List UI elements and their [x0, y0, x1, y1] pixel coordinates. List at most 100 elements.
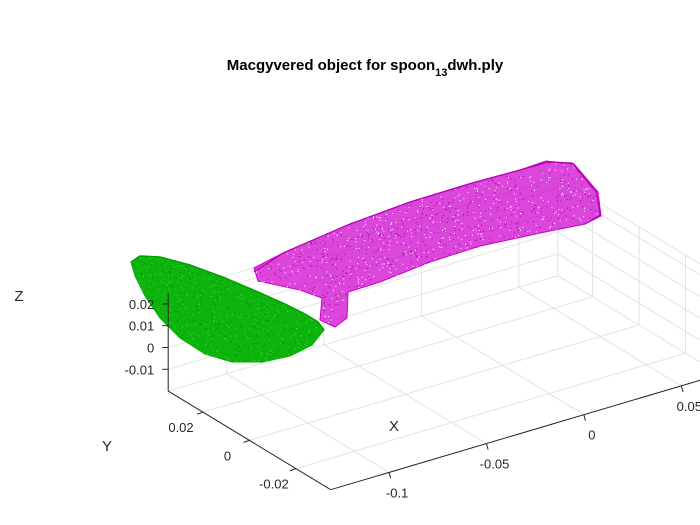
handle-point	[299, 252, 301, 254]
handle-point	[414, 255, 416, 257]
handle-point	[522, 212, 524, 214]
handle-point	[561, 192, 563, 194]
handle-point	[377, 250, 379, 251]
handle-point	[453, 199, 455, 201]
bowl-point	[228, 332, 230, 334]
bowl-point	[235, 335, 237, 337]
handle-point	[411, 235, 413, 237]
handle-point	[460, 247, 462, 249]
handle-point	[481, 233, 483, 234]
handle-point	[494, 190, 496, 192]
handle-point	[582, 206, 584, 208]
handle-point	[520, 213, 522, 214]
bowl-point	[266, 350, 268, 351]
handle-point	[490, 207, 492, 209]
bowl-point	[259, 309, 261, 311]
handle-point	[527, 200, 529, 202]
bowl-point	[233, 284, 235, 286]
bowl-point	[174, 277, 176, 279]
handle-point	[480, 234, 482, 236]
handle-point	[256, 271, 258, 273]
handle-point	[368, 238, 370, 239]
bowl-point	[218, 324, 220, 326]
handle-point	[405, 212, 407, 214]
bowl-point	[217, 307, 219, 309]
bowl-point	[218, 334, 220, 336]
bowl-point	[153, 282, 155, 284]
handle-point	[369, 265, 371, 267]
handle-point	[362, 285, 364, 286]
bowl-point	[250, 355, 252, 357]
bowl-point	[238, 346, 240, 348]
bowl-point	[267, 330, 269, 332]
handle-point	[442, 216, 444, 218]
bowl-point	[312, 335, 314, 337]
handle-point	[441, 237, 443, 239]
handle-point	[322, 256, 324, 258]
handle-point	[408, 207, 410, 209]
handle-point	[365, 261, 367, 263]
handle-point	[449, 205, 451, 207]
handle-point	[379, 217, 381, 218]
handle-point	[255, 271, 257, 273]
handle-point	[541, 207, 542, 209]
handle-point	[476, 228, 478, 230]
bowl-point	[196, 305, 198, 306]
bowl-point	[153, 296, 155, 298]
handle-point	[366, 232, 368, 234]
bowl-point	[142, 276, 144, 278]
handle-point	[324, 316, 326, 318]
bowl-point	[225, 284, 227, 286]
handle-point	[498, 225, 500, 227]
handle-point	[357, 285, 359, 287]
handle-point	[557, 214, 559, 216]
handle-point	[500, 227, 502, 228]
bowl-point	[241, 308, 243, 310]
handle-point	[395, 233, 397, 235]
handle-point	[596, 196, 598, 197]
handle-point	[429, 236, 431, 238]
bowl-point	[192, 337, 194, 339]
handle-point	[561, 178, 563, 180]
bowl-point	[267, 303, 269, 305]
handle-point	[438, 243, 440, 245]
bowl-point	[217, 356, 218, 358]
bowl-point	[169, 282, 171, 284]
handle-point	[379, 226, 381, 228]
handle-point	[326, 293, 328, 295]
handle-point	[461, 238, 463, 240]
bowl-point	[258, 343, 260, 345]
bowl-point	[161, 285, 163, 287]
bowl-point	[284, 351, 286, 353]
handle-point	[456, 252, 458, 254]
bowl-point	[239, 350, 241, 352]
bowl-point	[211, 336, 213, 338]
bowl-point	[243, 312, 244, 313]
handle-point	[588, 220, 590, 222]
handle-point	[343, 243, 345, 245]
bowl-point	[233, 283, 235, 285]
handle-point	[361, 235, 363, 236]
bowl-point	[220, 284, 222, 286]
handle-point	[429, 217, 431, 219]
bowl-point	[202, 347, 204, 349]
handle-point	[382, 267, 384, 269]
bowl-point	[234, 293, 236, 295]
handle-point	[388, 265, 390, 267]
handle-point	[398, 210, 400, 211]
bowl-point	[209, 308, 211, 310]
bowl-point	[244, 337, 246, 339]
handle-point	[311, 242, 312, 244]
handle-point	[466, 186, 468, 188]
handle-point	[574, 193, 576, 195]
handle-point	[361, 283, 363, 285]
handle-point	[492, 240, 494, 242]
handle-point	[447, 222, 448, 223]
handle-point	[421, 217, 423, 219]
handle-point	[437, 232, 439, 234]
bowl-point	[281, 338, 283, 340]
bowl-point	[288, 351, 290, 353]
bowl-point	[245, 360, 247, 362]
bowl-point	[221, 306, 223, 308]
handle-point	[403, 236, 405, 237]
